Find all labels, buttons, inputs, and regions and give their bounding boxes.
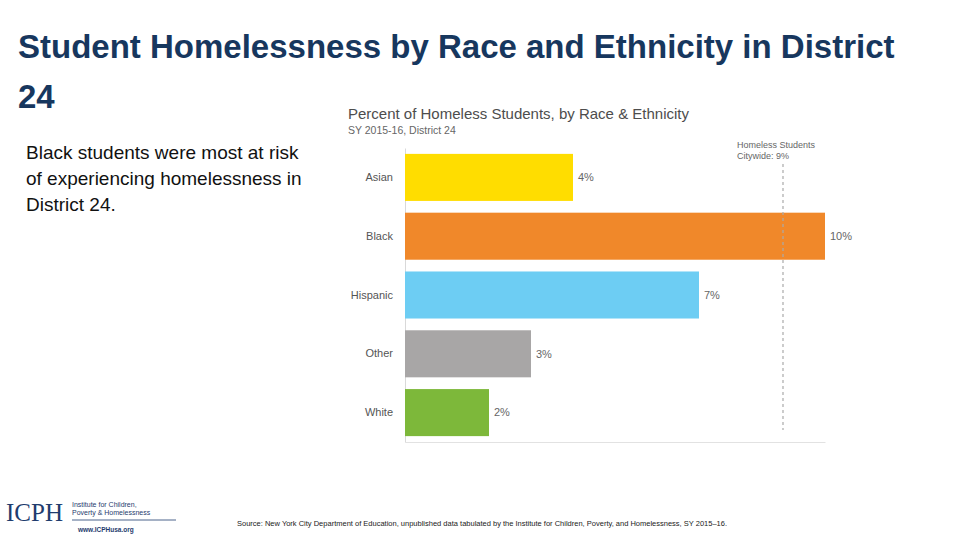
- data-label: 10%: [830, 230, 852, 242]
- data-label: 4%: [578, 171, 594, 183]
- category-label: Black: [366, 230, 393, 242]
- reference-group: [783, 164, 784, 430]
- slide-text: Black students were most at risk of expe…: [26, 140, 304, 218]
- logo-line: Poverty & Homelessness: [72, 509, 151, 517]
- chart-svg: Percent of Homeless Students, by Race & …: [0, 0, 960, 540]
- bar: [405, 154, 573, 201]
- logo-name: ICPH: [6, 499, 63, 526]
- logo-url: www.ICPHusa.org: [77, 526, 134, 534]
- chart-subtitle: SY 2015-16, District 24: [348, 124, 456, 136]
- chart-title: Percent of Homeless Students, by Race & …: [348, 105, 689, 122]
- reference-line: [782, 164, 783, 430]
- logo: ICPH Institute for Children,Poverty & Hom…: [6, 499, 176, 534]
- bar: [405, 213, 825, 260]
- reference-label: Homeless Students: [737, 140, 816, 150]
- bar: [405, 271, 699, 318]
- category-label: White: [365, 406, 393, 418]
- bars: [405, 154, 825, 436]
- category-label: Hispanic: [351, 289, 394, 301]
- bar: [405, 389, 489, 436]
- data-label: 3%: [536, 348, 552, 360]
- data-labels: 4% 10% 7% 3% 2%: [494, 171, 852, 418]
- category-label: Other: [365, 347, 393, 359]
- source-note: Source: New York City Department of Educ…: [237, 519, 727, 528]
- logo-line: Institute for Children,: [72, 501, 137, 508]
- data-label: 2%: [494, 406, 510, 418]
- x-axis: [406, 442, 826, 443]
- reference-label: Citywide: 9%: [737, 151, 789, 161]
- slide-title: Student Homelessness by Race and Ethnici…: [18, 22, 898, 122]
- x-axis-line: [406, 442, 826, 443]
- category-label: Asian: [365, 171, 393, 183]
- y-axis: Asian Black Hispanic Other White: [351, 149, 406, 443]
- data-label: 7%: [704, 289, 720, 301]
- bar: [405, 330, 531, 377]
- logo-rule: [72, 520, 176, 521]
